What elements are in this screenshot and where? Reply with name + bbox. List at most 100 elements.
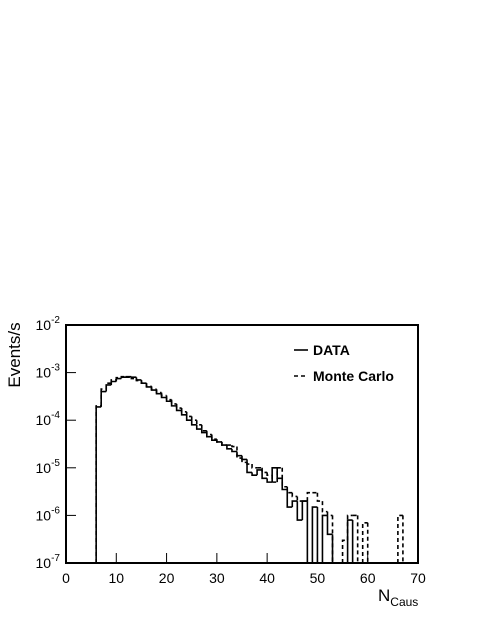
x-tick-label: 0	[62, 570, 70, 586]
histogram-bin	[231, 445, 237, 448]
histogram-bin	[306, 491, 313, 502]
histogram-bin	[125, 376, 132, 379]
histogram-bin	[271, 475, 278, 483]
x-axis-label-main: N	[378, 586, 390, 605]
histogram-bin	[185, 411, 192, 418]
histogram-bin	[346, 514, 353, 541]
y-tick-base: 10	[36, 412, 52, 428]
histogram-bin	[105, 382, 112, 390]
histogram-bin	[402, 515, 408, 564]
y-tick-label: 10-7	[36, 553, 61, 571]
histogram-bin	[316, 492, 323, 502]
histogram-bin	[155, 389, 162, 394]
histogram-bin	[276, 467, 283, 483]
histogram-bin	[321, 501, 328, 513]
histogram-bin	[346, 519, 353, 563]
histogram-bin	[115, 376, 122, 380]
x-axis-label-subscript: Caus	[390, 595, 418, 609]
x-tick-label: 50	[310, 570, 326, 586]
x-tick-label: 40	[259, 570, 275, 586]
histogram-bin	[261, 469, 268, 480]
x-tick-label: 20	[159, 570, 175, 586]
histogram-bin	[306, 501, 313, 564]
histogram-bin	[190, 416, 197, 421]
histogram-bin	[296, 501, 303, 521]
histogram-bin	[226, 445, 232, 450]
histogram-bin	[110, 379, 117, 384]
histogram-bin	[130, 377, 137, 380]
histogram-bin	[105, 384, 112, 392]
histogram-bin	[241, 458, 248, 464]
histogram-bin	[296, 496, 303, 502]
histogram-bin	[266, 472, 273, 476]
histogram-bin	[326, 511, 333, 517]
histogram-bin	[180, 408, 187, 413]
histogram-bin	[200, 429, 207, 434]
histogram-bin	[200, 424, 207, 432]
y-axis-label: Events/s	[5, 322, 24, 387]
histogram-bin	[356, 515, 363, 564]
histogram-bin	[231, 448, 237, 453]
histogram-bin	[145, 383, 152, 387]
histogram-bin	[281, 467, 288, 488]
histogram-bin	[120, 375, 127, 378]
histogram-bin	[311, 506, 318, 563]
y-tick-label: 10-3	[36, 363, 61, 381]
histogram-bin	[221, 441, 227, 446]
histogram-bin	[195, 420, 202, 426]
y-tick-label: 10-6	[36, 505, 61, 523]
y-tick-base: 10	[36, 555, 52, 571]
histogram-bin	[251, 472, 258, 476]
histogram-bin	[351, 520, 358, 564]
y-tick-label: 10-4	[36, 410, 61, 428]
x-tick-label: 60	[360, 570, 376, 586]
histogram-bin	[246, 462, 253, 465]
x-tick-label: 30	[209, 570, 225, 586]
histogram-bin	[190, 420, 197, 426]
histogram-bin	[361, 521, 368, 563]
y-tick-base: 10	[36, 317, 52, 333]
y-tick-label: 10-5	[36, 458, 61, 476]
histogram-bin	[286, 486, 293, 494]
histogram-bin	[206, 430, 212, 436]
histogram-bin	[185, 414, 192, 421]
histogram-bin	[316, 507, 323, 564]
y-tick-exponent: -3	[51, 363, 60, 374]
histogram-bin	[251, 464, 258, 469]
y-tick-exponent: -4	[51, 410, 60, 421]
histogram-bin	[140, 380, 147, 384]
histogram-bin	[326, 515, 333, 536]
histogram-bin	[135, 378, 142, 382]
histogram-bin	[341, 539, 348, 563]
histogram-bin	[256, 469, 263, 476]
y-tick-base: 10	[36, 507, 52, 523]
histogram-bin	[261, 467, 268, 474]
y-tick-label: 10-2	[36, 315, 61, 333]
legend-label: DATA	[313, 342, 350, 358]
histogram-bin	[150, 386, 157, 390]
legend-label: Monte Carlo	[313, 368, 394, 384]
y-tick-exponent: -2	[51, 315, 60, 326]
histogram-bin	[286, 489, 293, 508]
histogram-bin	[291, 492, 298, 498]
histogram-bin	[195, 424, 202, 430]
histogram-bin	[321, 514, 328, 563]
histogram-bin	[100, 388, 107, 406]
y-tick-exponent: -5	[51, 458, 60, 469]
histogram-bin	[291, 500, 298, 508]
y-tick-exponent: -6	[51, 505, 60, 516]
y-tick-exponent: -7	[51, 553, 60, 564]
plot-frame	[65, 324, 419, 564]
histogram-bin	[211, 434, 217, 440]
histogram-bin	[165, 395, 172, 401]
histogram-bin	[175, 403, 182, 409]
x-tick-label: 70	[410, 570, 426, 586]
y-tick-base: 10	[36, 365, 52, 381]
histogram-bin	[130, 376, 137, 379]
histogram-bin	[216, 439, 222, 443]
histogram-bin	[236, 446, 242, 459]
x-axis-label: NCaus	[378, 586, 418, 609]
histogram-bin	[170, 399, 177, 405]
y-tick-base: 10	[36, 460, 52, 476]
